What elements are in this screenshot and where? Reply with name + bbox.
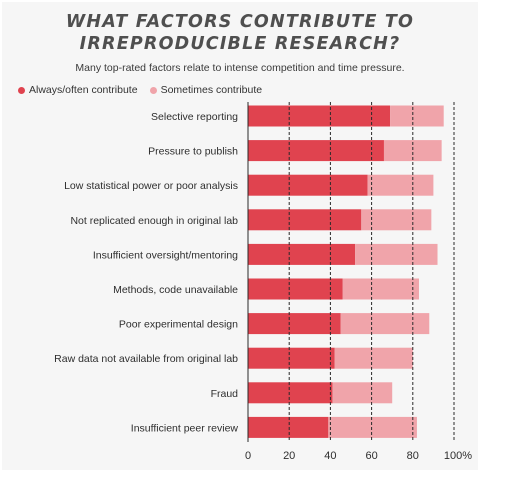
bar-sometimes-4 (355, 243, 438, 265)
x-tick-label-0: 0 (245, 450, 251, 462)
bar-sometimes-6 (340, 313, 430, 335)
bar-always-7 (248, 347, 335, 369)
legend-swatch-always (18, 86, 25, 94)
chart-frame: WHAT FACTORS CONTRIBUTE TO IRREPRODUCIBL… (2, 2, 478, 470)
x-tick-label-4: 80 (407, 450, 419, 462)
bar-always-5 (248, 278, 343, 300)
bar-sometimes-0 (390, 105, 444, 127)
category-label-0: Selective reporting (151, 111, 238, 123)
category-label-2: Low statistical power or poor analysis (64, 180, 238, 192)
bar-sometimes-8 (332, 382, 393, 404)
category-label-9: Insufficient peer review (131, 422, 239, 434)
bar-always-2 (248, 174, 368, 196)
legend-swatch-sometimes (149, 86, 157, 94)
category-label-7: Raw data not available from original lab (54, 353, 238, 365)
bar-sometimes-1 (383, 140, 442, 162)
category-label-1: Pressure to publish (148, 146, 238, 158)
bar-always-4 (248, 243, 356, 265)
bar-sometimes-5 (342, 278, 419, 300)
bar-sometimes-7 (334, 347, 413, 369)
x-tick-label-5: 100% (444, 450, 472, 462)
legend-item-always: Always/often contribute (18, 84, 138, 96)
bar-sometimes-9 (328, 416, 417, 438)
chart-title: WHAT FACTORS CONTRIBUTE TO IRREPRODUCIBL… (65, 12, 415, 54)
legend-item-sometimes: Sometimes contribute (149, 84, 263, 96)
bar-always-9 (248, 416, 329, 438)
bar-sometimes-3 (361, 209, 432, 231)
category-label-3: Not replicated enough in original lab (70, 215, 238, 227)
legend-label-always: Always/often contribute (29, 84, 138, 96)
x-tick-label-1: 20 (283, 450, 295, 462)
bar-always-6 (248, 313, 341, 335)
bar-always-8 (248, 382, 333, 404)
x-tick-label-3: 60 (365, 450, 377, 462)
category-label-8: Fraud (211, 388, 239, 400)
category-label-5: Methods, code unavailable (113, 284, 238, 296)
bar-always-1 (248, 140, 384, 162)
chart-legend: Always/often contribute Sometimes contri… (18, 84, 274, 96)
legend-label-sometimes: Sometimes contribute (160, 84, 263, 96)
bar-always-3 (248, 209, 362, 231)
bar-always-0 (248, 105, 391, 127)
bar-sometimes-2 (367, 174, 434, 196)
chart-subtitle: Many top-rated factors relate to intense… (75, 62, 405, 74)
category-label-6: Poor experimental design (119, 319, 238, 331)
category-label-4: Insufficient oversight/mentoring (93, 249, 238, 261)
x-tick-label-2: 40 (324, 450, 336, 462)
